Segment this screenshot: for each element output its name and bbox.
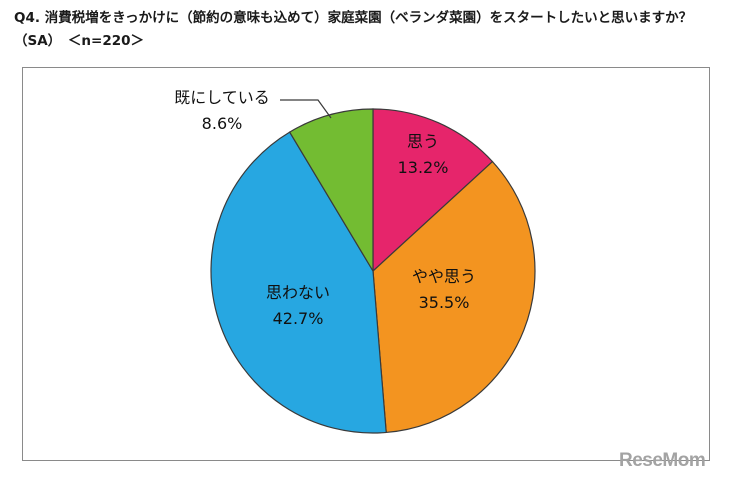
slice-label-yaya-omou: やや思う bbox=[412, 267, 476, 286]
chart-subtitle: （SA） ＜n=220＞ bbox=[14, 33, 145, 49]
slice-value-sudeni-shiteiru: 8.6% bbox=[202, 114, 243, 133]
chart-frame bbox=[22, 67, 710, 461]
pie-slice-sudeni-shiteiru bbox=[288, 108, 374, 274]
slice-label-sudeni-shiteiru: 既にしている bbox=[174, 88, 270, 107]
leader-line-sudeni-shiteiru bbox=[280, 99, 332, 119]
chart-title: Q4. 消費税増をきっかけに（節約の意味も込めて）家庭菜園（ベランダ菜園）をスタ… bbox=[14, 10, 693, 26]
watermark-logo: ReseMom bbox=[619, 450, 706, 471]
slice-value-omowanai: 42.7% bbox=[273, 309, 324, 328]
slice-label-omowanai: 思わない bbox=[266, 283, 330, 302]
pie-slice-omowanai bbox=[210, 131, 387, 434]
slice-label-omou: 思う bbox=[407, 132, 439, 151]
pie-slice-omou bbox=[372, 108, 494, 273]
pie-labels: 思う 13.2% やや思う 35.5% 思わない 42.7% 既にしている 8.6% bbox=[174, 88, 476, 328]
slice-value-yaya-omou: 35.5% bbox=[419, 293, 470, 312]
pie-slice-yaya-omou bbox=[372, 160, 536, 434]
slice-value-omou: 13.2% bbox=[398, 158, 449, 177]
pie-slices bbox=[210, 108, 536, 434]
